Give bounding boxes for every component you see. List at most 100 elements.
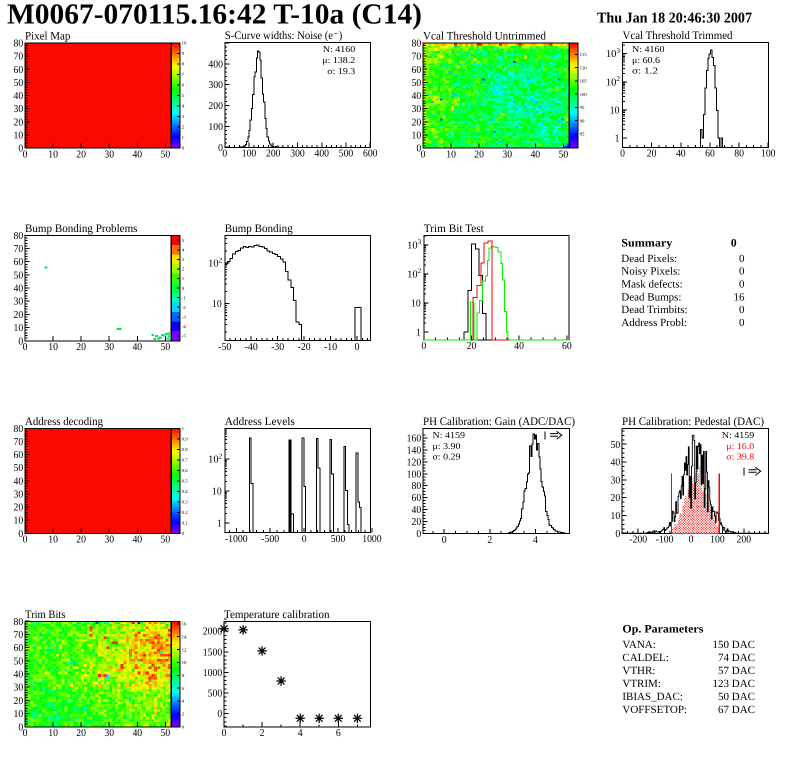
svg-text:70: 70 [14, 630, 24, 641]
svg-text:0: 0 [731, 237, 737, 249]
svg-text:80: 80 [14, 617, 24, 628]
svg-text:10: 10 [48, 535, 58, 546]
svg-text:1: 1 [182, 135, 185, 141]
svg-text:Trim Bits: Trim Bits [25, 609, 66, 621]
svg-text:30: 30 [104, 728, 114, 739]
svg-text:20: 20 [14, 117, 24, 128]
svg-text:160: 160 [407, 433, 422, 444]
svg-text:2: 2 [182, 267, 185, 273]
svg-text:5: 5 [182, 238, 185, 244]
svg-text:Bump Bonding: Bump Bonding [225, 223, 293, 235]
svg-text:Temperature calibration: Temperature calibration [224, 609, 330, 621]
svg-text:100: 100 [407, 469, 422, 480]
svg-text:0.3: 0.3 [182, 500, 189, 506]
svg-text:0: 0 [416, 144, 421, 155]
svg-text:0.4: 0.4 [182, 489, 189, 495]
svg-text:μ: 3.90: μ: 3.90 [433, 441, 462, 451]
svg-text:50 DAC: 50 DAC [718, 691, 755, 703]
svg-text:500: 500 [339, 149, 354, 160]
svg-text:10: 10 [212, 299, 222, 310]
svg-text:0.6: 0.6 [182, 468, 189, 474]
svg-text:2: 2 [487, 535, 492, 546]
svg-text:50: 50 [161, 149, 171, 160]
svg-text:-2: -2 [182, 305, 187, 311]
svg-text:100: 100 [761, 149, 776, 160]
svg-text:30: 30 [14, 683, 24, 694]
svg-text:70: 70 [412, 52, 422, 63]
svg-text:0: 0 [421, 149, 426, 160]
svg-text:N: 4159: N: 4159 [722, 430, 755, 440]
svg-text:400: 400 [208, 59, 223, 70]
svg-text:N: 4160: N: 4160 [323, 44, 356, 54]
svg-text:30: 30 [104, 149, 114, 160]
svg-text:0: 0 [615, 529, 620, 540]
svg-text:20: 20 [14, 503, 24, 514]
svg-text:60: 60 [14, 643, 24, 654]
svg-text:Dead Bumps:: Dead Bumps: [621, 291, 681, 303]
svg-text:30: 30 [14, 489, 24, 500]
svg-text:50: 50 [14, 463, 24, 474]
svg-text:-4: -4 [182, 324, 187, 330]
svg-text:7: 7 [182, 72, 185, 78]
svg-text:40: 40 [14, 284, 24, 295]
svg-text:10: 10 [48, 149, 58, 160]
svg-text:σ: 0.29: σ: 0.29 [433, 452, 462, 462]
svg-text:1: 1 [182, 426, 185, 432]
svg-text:-1: -1 [182, 295, 187, 301]
svg-text:0.9: 0.9 [182, 437, 189, 443]
svg-text:0: 0 [739, 317, 745, 329]
svg-text:10: 10 [182, 41, 187, 47]
svg-text:0.1: 0.1 [182, 521, 189, 527]
svg-text:50: 50 [611, 440, 621, 451]
svg-text:80: 80 [14, 39, 24, 50]
svg-text:20: 20 [14, 696, 24, 707]
svg-text:60: 60 [14, 65, 24, 76]
svg-text:80: 80 [412, 39, 422, 50]
svg-text:1000: 1000 [362, 534, 381, 545]
svg-text:60: 60 [562, 341, 572, 352]
svg-text:VOFFSETOP:: VOFFSETOP: [622, 704, 687, 716]
svg-text:30: 30 [611, 475, 621, 486]
svg-text:0: 0 [18, 722, 23, 733]
svg-text:Noisy Pixels:: Noisy Pixels: [621, 266, 680, 278]
svg-text:Thu Jan 18 20:46:30 2007: Thu Jan 18 20:46:30 2007 [597, 10, 752, 26]
svg-text:Trim Bit Test: Trim Bit Test [424, 223, 485, 235]
svg-text:200: 200 [208, 101, 223, 112]
svg-text:0: 0 [222, 728, 227, 739]
svg-text:0: 0 [182, 724, 185, 730]
svg-text:40: 40 [412, 91, 422, 102]
svg-text:Summary: Summary [621, 237, 672, 249]
svg-text:0: 0 [689, 535, 694, 546]
svg-text:50: 50 [161, 342, 171, 353]
svg-text:50: 50 [14, 78, 24, 89]
svg-text:PH Calibration: Pedestal (DAC): PH Calibration: Pedestal (DAC) [622, 416, 764, 428]
svg-text:8: 8 [182, 673, 185, 679]
svg-text:2000: 2000 [203, 627, 222, 638]
svg-text:600: 600 [363, 149, 378, 160]
svg-text:50: 50 [14, 270, 24, 281]
svg-text:Op. Parameters: Op. Parameters [622, 624, 704, 636]
svg-text:30: 30 [412, 104, 422, 115]
svg-text:20: 20 [647, 149, 657, 160]
svg-text:10: 10 [14, 323, 24, 334]
svg-text:20: 20 [412, 117, 422, 128]
svg-text:120: 120 [407, 457, 422, 468]
svg-text:0: 0 [355, 342, 360, 353]
svg-text:4: 4 [298, 728, 304, 739]
svg-text:50: 50 [412, 78, 422, 89]
svg-text:S-Curve widths: Noise (e⁻): S-Curve widths: Noise (e⁻) [225, 30, 343, 42]
svg-text:70: 70 [14, 52, 24, 63]
svg-text:40: 40 [514, 341, 524, 352]
svg-text:12: 12 [182, 647, 187, 653]
svg-text:σ: 19.3: σ: 19.3 [327, 66, 356, 76]
svg-text:0: 0 [218, 143, 223, 154]
svg-text:57 DAC: 57 DAC [718, 665, 755, 677]
svg-text:20: 20 [467, 341, 477, 352]
svg-text:CALDEL:: CALDEL: [622, 652, 668, 664]
svg-text:80: 80 [412, 481, 422, 492]
svg-text:0: 0 [18, 144, 23, 155]
svg-text:300: 300 [290, 149, 305, 160]
svg-text:Pixel Map: Pixel Map [25, 31, 71, 43]
svg-text:M0067-070115.16:42 T-10a (C14): M0067-070115.16:42 T-10a (C14) [7, 0, 422, 30]
svg-text:-100: -100 [656, 535, 674, 546]
